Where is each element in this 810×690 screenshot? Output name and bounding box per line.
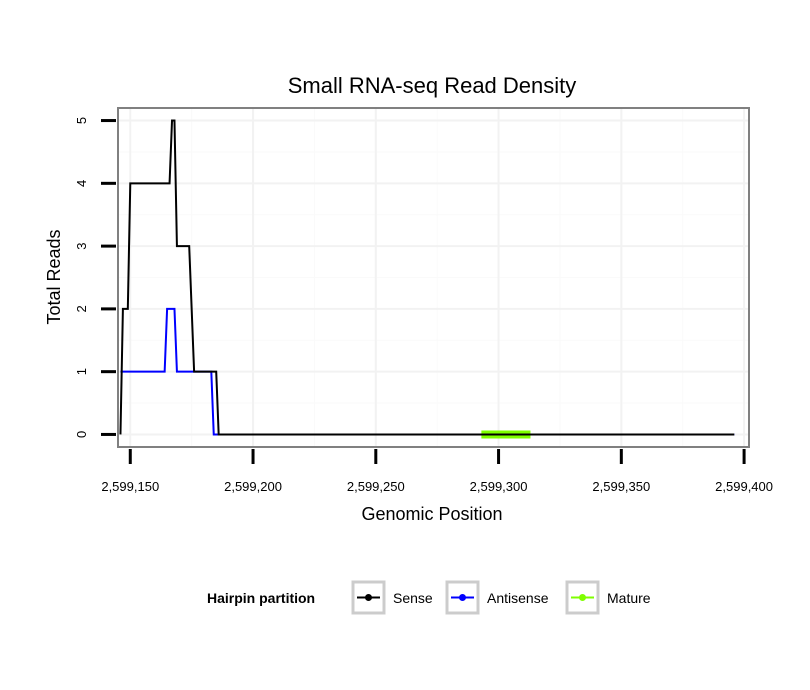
- x-axis-title: Genomic Position: [361, 504, 502, 524]
- series-layer: [119, 119, 735, 439]
- legend-title: Hairpin partition: [207, 590, 315, 606]
- y-tick-label: 4: [74, 180, 89, 187]
- y-tick-label: 1: [74, 368, 89, 375]
- legend-item-sense: Sense: [351, 580, 433, 615]
- x-tick-label: 2,599,300: [470, 479, 528, 494]
- major-gridlines: [118, 108, 749, 447]
- y-tick-label: 3: [74, 242, 89, 249]
- x-tick-label: 2,599,350: [592, 479, 650, 494]
- y-axis-title: Total Reads: [44, 229, 64, 324]
- x-tick-label: 2,599,150: [101, 479, 159, 494]
- legend-label: Sense: [393, 590, 433, 606]
- plot-border: [117, 107, 750, 448]
- x-tick-label: 2,599,200: [224, 479, 282, 494]
- y-tick-label: 0: [74, 431, 89, 438]
- legend-key-point: [365, 594, 372, 601]
- series-line-antisense: [120, 307, 735, 436]
- legend-key-point: [579, 594, 586, 601]
- minor-gridlines: [118, 108, 749, 447]
- series-line-sense: [119, 119, 735, 436]
- legend-item-antisense: Antisense: [445, 580, 549, 615]
- legend-item-mature: Mature: [565, 580, 651, 615]
- chart-title: Small RNA-seq Read Density: [288, 73, 577, 98]
- y-tick-label: 5: [74, 117, 89, 124]
- legend-label: Mature: [607, 590, 651, 606]
- x-axis-ticks: 2,599,150 2,599,200 2,599,250 2,599,300 2,59…: [101, 449, 773, 494]
- legend: Sense Antisense Mature: [351, 580, 651, 615]
- legend-key-point: [459, 594, 466, 601]
- y-axis-ticks: 0 1 2 3 4 5: [74, 117, 116, 438]
- x-tick-label: 2,599,250: [347, 479, 405, 494]
- x-tick-label: 2,599,400: [715, 479, 773, 494]
- legend-label: Antisense: [487, 590, 549, 606]
- y-tick-label: 2: [74, 305, 89, 312]
